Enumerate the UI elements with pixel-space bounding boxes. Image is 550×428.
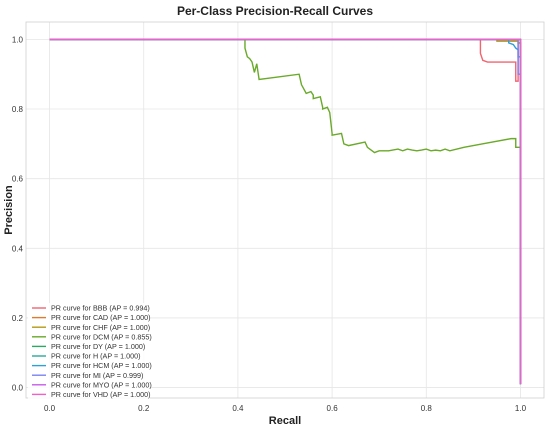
legend-label: PR curve for VHD (AP = 1.000) xyxy=(51,390,151,399)
legend-label: PR curve for DCM (AP = 0.855) xyxy=(51,332,152,341)
legend-label: PR curve for DY (AP = 1.000) xyxy=(51,342,145,351)
y-tick-label: 0.8 xyxy=(12,105,24,114)
chart-title: Per-Class Precision-Recall Curves xyxy=(177,4,373,18)
legend-box xyxy=(28,303,150,404)
legend-label: PR curve for CHF (AP = 1.000) xyxy=(51,323,150,332)
x-tick-label: 0.4 xyxy=(232,404,244,413)
y-tick-label: 1.0 xyxy=(12,35,24,44)
x-tick-label: 1.0 xyxy=(515,404,527,413)
x-tick-label: 0.0 xyxy=(44,404,56,413)
legend-label: PR curve for H (AP = 1.000) xyxy=(51,352,141,361)
series-line-6 xyxy=(49,38,522,385)
y-axis-ticks: 0.0 0.2 0.4 0.6 0.8 1.0 xyxy=(12,35,24,392)
legend-label: PR curve for BBB (AP = 0.994) xyxy=(51,304,150,313)
x-tick-label: 0.6 xyxy=(327,404,339,413)
series-line-9 xyxy=(49,38,522,385)
y-tick-label: 0.0 xyxy=(12,384,24,393)
x-axis-label: Recall xyxy=(269,415,301,427)
plot-area-frame xyxy=(25,21,545,399)
y-tick-label: 0.6 xyxy=(12,175,24,184)
legend-label: PR curve for CAD (AP = 1.000) xyxy=(51,313,151,322)
legend: PR curve for BBB (AP = 0.994)PR curve fo… xyxy=(28,303,152,404)
x-axis-ticks: 0.0 0.2 0.4 0.6 0.8 1.0 xyxy=(44,404,527,413)
y-tick-label: 0.4 xyxy=(12,244,24,253)
legend-label: PR curve for MI (AP = 0.999) xyxy=(51,371,143,380)
y-tick-label: 0.2 xyxy=(12,314,24,323)
legend-label: PR curve for HCM (AP = 1.000) xyxy=(51,361,152,370)
x-tick-label: 0.2 xyxy=(138,404,150,413)
series-line-3 xyxy=(49,38,522,385)
series-lines xyxy=(49,38,522,385)
y-axis-label: Precision xyxy=(3,185,15,235)
x-tick-label: 0.8 xyxy=(421,404,433,413)
legend-label: PR curve for MYO (AP = 1.000) xyxy=(51,380,152,389)
